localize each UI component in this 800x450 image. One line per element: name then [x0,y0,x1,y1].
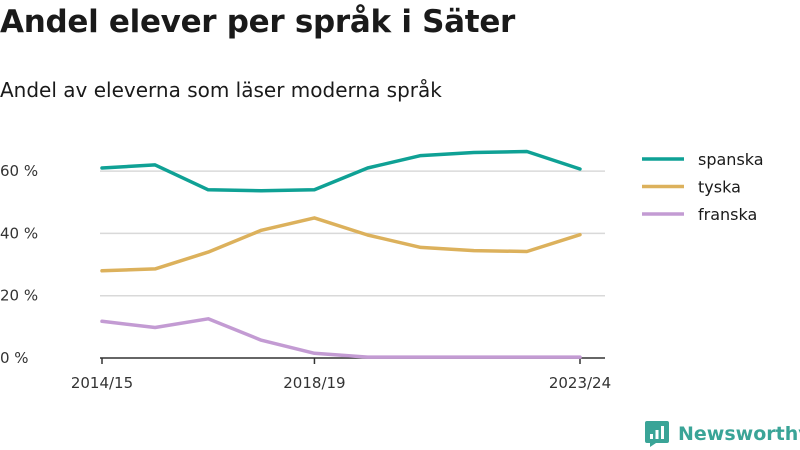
chart-title: Andel elever per språk i Säter [0,4,516,40]
legend: spanska tyska franska [642,150,764,224]
chart-subtitle: Andel av eleverna som läser moderna språ… [0,78,442,102]
legend-label-spanska: spanska [698,150,764,169]
x-tick-label: 2018/19 [283,374,345,392]
x-axis: 2014/15 2018/19 2023/24 [71,357,611,392]
x-tick-label: 2023/24 [549,374,611,392]
y-tick-label: 20 % [0,287,38,305]
brand-name: Newsworthy [678,423,800,445]
series-line-spanska [100,149,582,193]
series-line-tyska [100,216,582,273]
y-tick-label: 0 % [0,349,29,367]
y-axis-ticks: 0 % 20 % 40 % 60 % [0,162,38,367]
grid-lines [100,170,605,297]
newsworthy-brand: Newsworthy [644,420,800,448]
x-tick-label: 2014/15 [71,374,133,392]
legend-label-tyska: tyska [698,178,741,197]
y-tick-label: 40 % [0,224,38,242]
series-lines [100,149,582,359]
series-line-franska [100,317,582,359]
newsworthy-logo-icon [645,421,669,447]
legend-label-franska: franska [698,205,757,224]
y-tick-label: 60 % [0,162,38,180]
